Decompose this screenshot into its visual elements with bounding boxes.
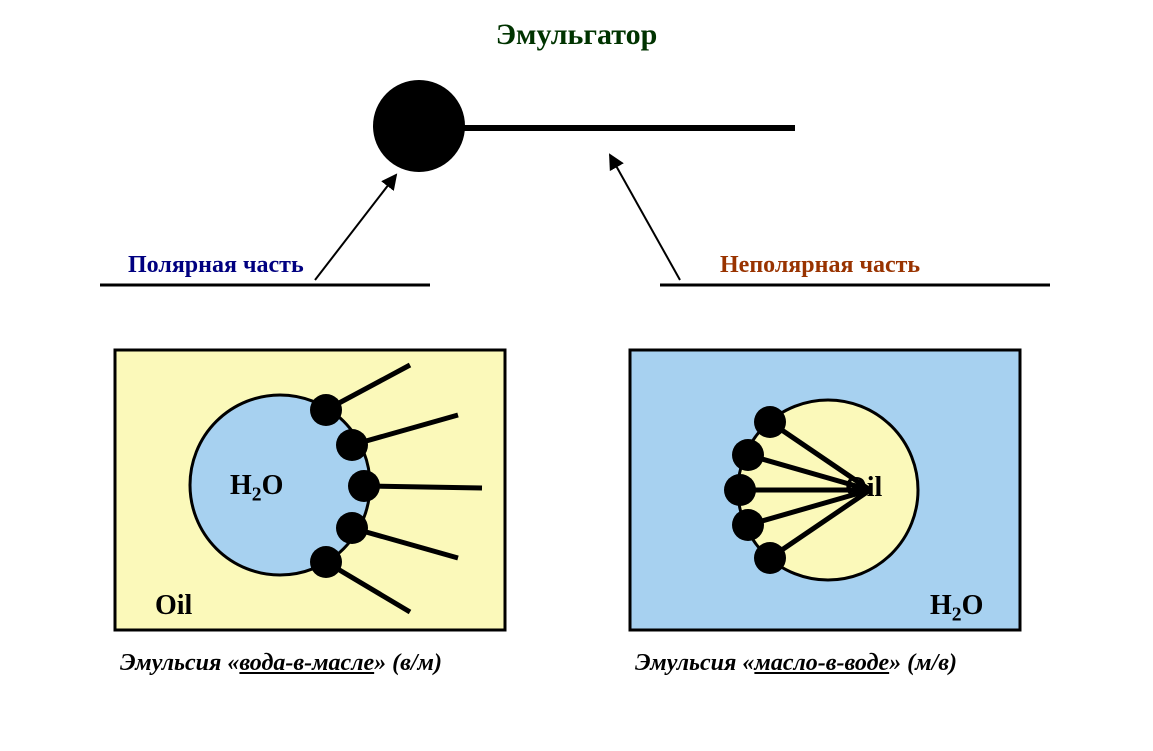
polar-part-label: Полярная часть <box>128 252 304 279</box>
emulsifier-molecule <box>373 80 795 172</box>
nonpolar-part-label: Неполярная часть <box>720 252 920 279</box>
right-medium-label: H2O <box>930 590 983 627</box>
pointer-arrows <box>315 155 680 280</box>
right-panel-caption: Эмульсия «масло-в-воде» (м/в) <box>635 650 957 677</box>
left-panel-caption: Эмульсия «вода-в-масле» (в/м) <box>120 650 442 677</box>
left-medium-label: Oil <box>155 590 192 622</box>
left-droplet-label: H2O <box>230 470 283 507</box>
right-droplet-label: Oil <box>845 472 882 504</box>
diagram-svg <box>0 0 1153 751</box>
